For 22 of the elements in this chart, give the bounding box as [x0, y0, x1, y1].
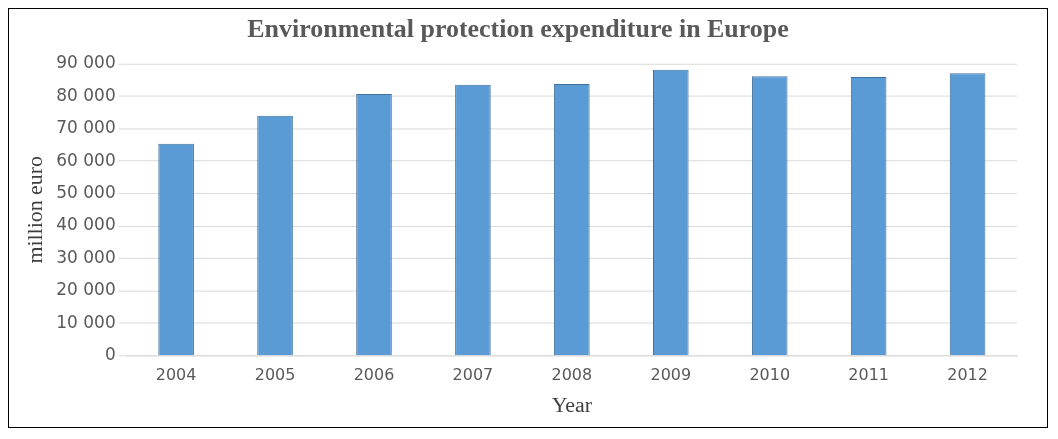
y-tick-label: 80 000 — [56, 84, 116, 105]
x-tick-label: 2006 — [353, 365, 395, 385]
y-tick-label: 70 000 — [56, 117, 116, 138]
y-tick-label: 50 000 — [56, 182, 116, 203]
x-tick-label: 2012 — [947, 365, 988, 385]
x-tick-label: 2009 — [650, 365, 692, 385]
x-tick-label: 2011 — [848, 365, 889, 385]
x-tick-label: 2007 — [452, 365, 494, 385]
x-tick-label: 2005 — [254, 365, 296, 385]
x-tick-label: 2004 — [155, 365, 197, 385]
x-axis-title: Year — [551, 391, 593, 417]
x-tick-label: 2010 — [749, 365, 791, 385]
y-tick-label: 60 000 — [56, 149, 116, 170]
y-tick-label: 0 — [104, 344, 116, 365]
y-tick-label: 40 000 — [56, 214, 116, 235]
x-tick-label: 2008 — [551, 365, 593, 385]
chart-title: Environmental protection expenditure in Europe — [247, 14, 789, 44]
y-tick-label: 90 000 — [56, 52, 116, 73]
y-tick-label: 30 000 — [56, 246, 116, 267]
y-axis-title: million euro — [21, 156, 47, 264]
y-tick-label: 10 000 — [56, 311, 116, 332]
y-tick-label: 20 000 — [56, 279, 116, 300]
